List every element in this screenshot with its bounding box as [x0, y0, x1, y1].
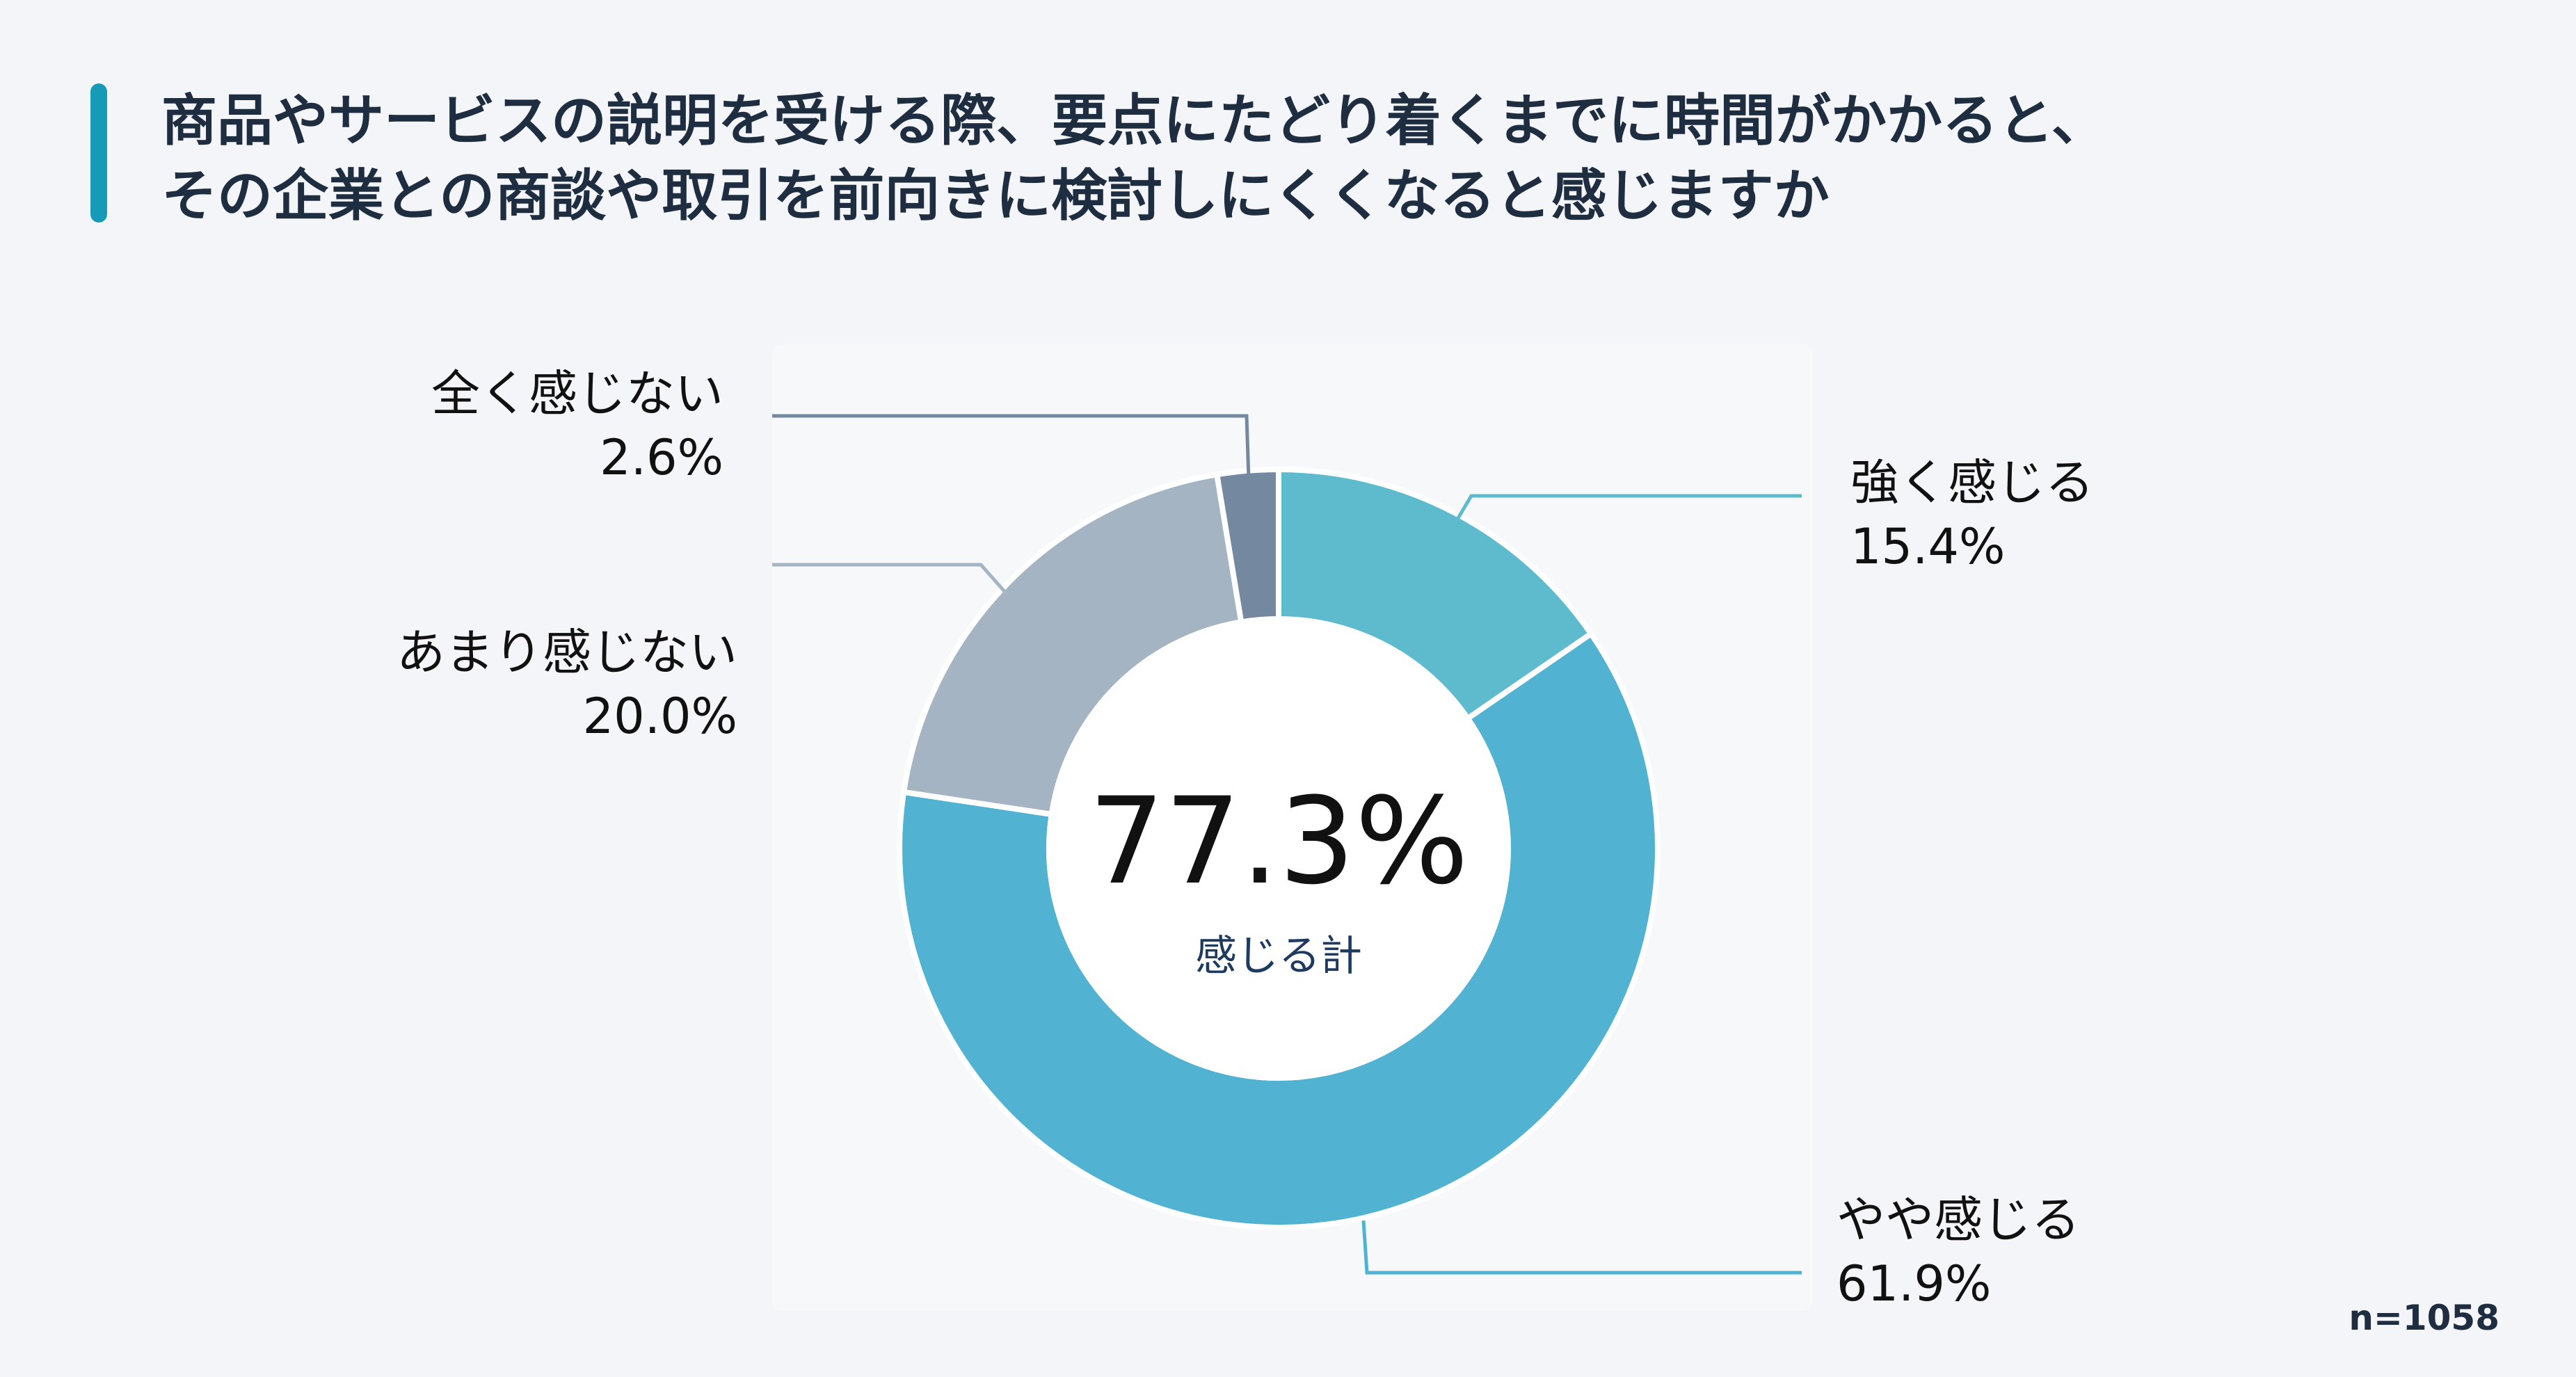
center-total-value: 77.3% — [1088, 771, 1469, 911]
leader-line-somewhat-disagree — [772, 563, 1009, 596]
label-strongly-agree-value: 15.4% — [1850, 518, 2006, 575]
label-somewhat-agree-name: やや感じる — [1837, 1191, 2080, 1248]
chart-title-line-1: 商品やサービスの説明を受ける際、要点にたどり着くまでに時間がかかると、 — [161, 88, 2107, 153]
label-strongly-agree-name: 強く感じる — [1850, 454, 2094, 511]
slice-strongly-disagree — [1214, 467, 1281, 625]
leader-lines — [772, 414, 1802, 1275]
slice-somewhat-disagree — [901, 472, 1245, 817]
label-somewhat-agree: やや感じる 61.9% — [1837, 1188, 2080, 1316]
donut-hole — [1052, 622, 1505, 1075]
leader-line-somewhat-agree — [1361, 1220, 1802, 1275]
label-strongly-agree: 強く感じる 15.4% — [1850, 451, 2094, 579]
label-somewhat-disagree-value: 20.0% — [582, 688, 737, 745]
label-somewhat-disagree-name: あまり感じない — [397, 624, 737, 681]
chart-title-line-2: その企業との商談や取引を前向きに検討しにくくなると感じますか — [161, 163, 1830, 228]
chart-title: 商品やサービスの説明を受ける際、要点にたどり着くまでに時間がかかると、 その企業… — [161, 83, 2457, 234]
leader-line-strongly-agree — [1452, 494, 1802, 526]
donut-slices — [897, 467, 1661, 1230]
label-strongly-disagree-value: 2.6% — [600, 429, 723, 486]
leader-line-strongly-disagree — [772, 414, 1251, 479]
label-somewhat-disagree: あまり感じない 20.0% — [320, 620, 737, 748]
slice-strongly-agree — [1276, 467, 1594, 722]
title-accent-bar — [90, 83, 107, 223]
label-strongly-disagree: 全く感じない 2.6% — [334, 362, 723, 490]
sample-size-note: n=1058 — [2349, 1298, 2499, 1338]
label-strongly-disagree-name: 全く感じない — [431, 365, 723, 422]
label-somewhat-agree-value: 61.9% — [1837, 1255, 1992, 1312]
center-total-label: 感じる計 — [1195, 932, 1362, 981]
slice-somewhat-agree — [897, 631, 1661, 1230]
